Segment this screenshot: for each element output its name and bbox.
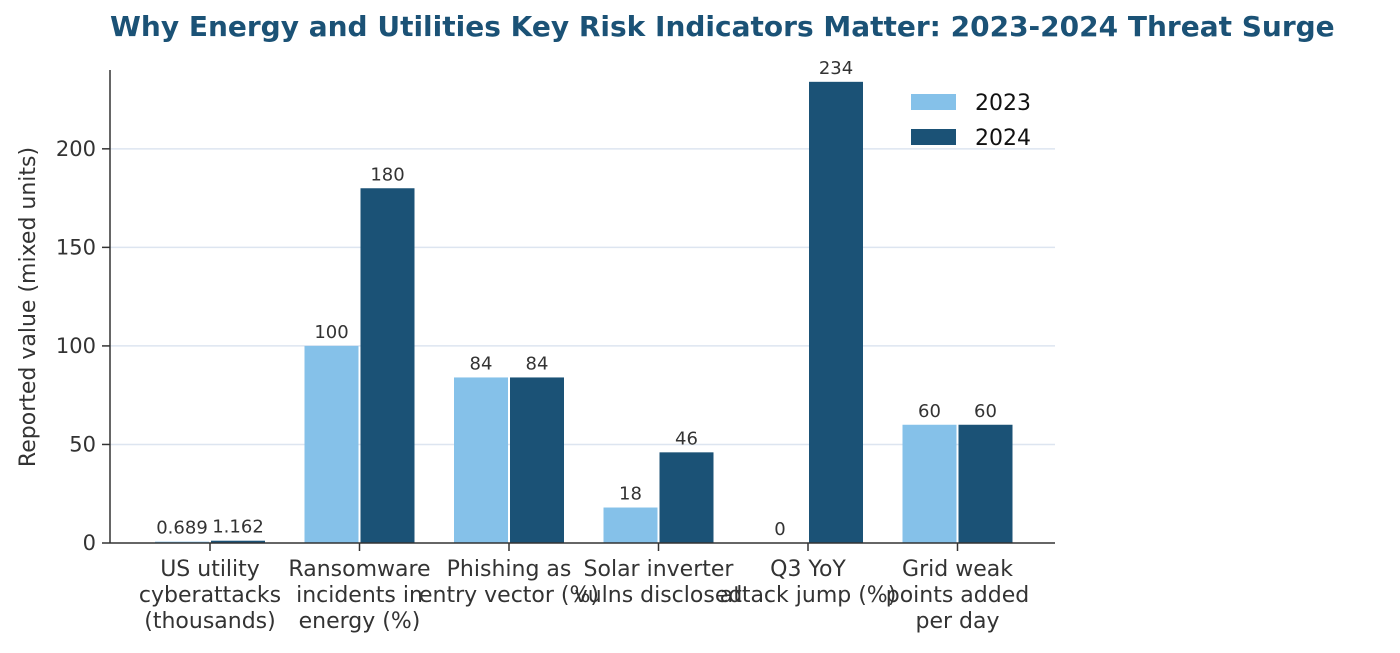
bar-2024-0 bbox=[211, 540, 265, 543]
legend-label-2024: 2024 bbox=[975, 126, 1031, 151]
legend-swatch-2024 bbox=[911, 129, 956, 145]
bar-2024-1 bbox=[360, 188, 415, 543]
chart-title: Why Energy and Utilities Key Risk Indica… bbox=[110, 10, 1335, 43]
data-label: 234 bbox=[819, 58, 853, 79]
bars bbox=[155, 81, 1013, 543]
x-tick-label: Q3 YoY attack jump (%) bbox=[720, 557, 897, 608]
data-label: 0 bbox=[774, 519, 785, 540]
y-tick-label: 150 bbox=[56, 235, 96, 259]
bar-2023-1 bbox=[304, 345, 359, 543]
bar-2024-3 bbox=[659, 452, 714, 543]
data-label: 180 bbox=[370, 164, 404, 185]
data-label: 18 bbox=[619, 484, 642, 505]
bar-2024-5 bbox=[958, 424, 1013, 543]
gridlines bbox=[110, 148, 1055, 446]
data-label: 60 bbox=[974, 401, 997, 422]
legend-label-2023: 2023 bbox=[975, 91, 1031, 116]
axes: 0 50 100 150 200 US utility cyberattacks (thous… bbox=[56, 70, 1055, 634]
y-tick-label: 200 bbox=[56, 137, 96, 161]
bar-2023-5 bbox=[902, 424, 957, 543]
y-tick-label: 100 bbox=[56, 334, 96, 358]
bar-2024-4 bbox=[809, 81, 863, 543]
bar-2024-2 bbox=[510, 377, 564, 543]
y-tick-label: 0 bbox=[83, 531, 96, 555]
data-label: 0.689 bbox=[156, 518, 208, 539]
bar-2023-2 bbox=[454, 377, 508, 543]
bar-2023-3 bbox=[603, 507, 658, 543]
y-tick-label: 50 bbox=[69, 432, 96, 456]
data-labels: 0.689 1.162 100 180 84 84 18 46 0 234 60 60 bbox=[156, 58, 997, 540]
x-tick-label: Solar inverter vulns disclosed bbox=[575, 557, 743, 608]
x-tick-label: Ransomware incidents in energy (%) bbox=[288, 557, 430, 634]
y-axis-title: Reported value (mixed units) bbox=[16, 147, 41, 467]
data-label: 84 bbox=[470, 353, 493, 374]
data-label: 100 bbox=[314, 322, 348, 343]
data-label: 84 bbox=[526, 353, 549, 374]
data-label: 46 bbox=[675, 428, 698, 449]
x-tick-label: US utility cyberattacks (thousands) bbox=[139, 557, 281, 634]
x-tick-label: Phishing as entry vector (%) bbox=[419, 557, 599, 608]
data-label: 1.162 bbox=[212, 517, 264, 538]
legend-swatch-2023 bbox=[911, 94, 956, 110]
data-label: 60 bbox=[918, 401, 941, 422]
legend: 2023 2024 bbox=[911, 91, 1031, 151]
x-tick-label: Grid weak points added per day bbox=[886, 557, 1029, 634]
